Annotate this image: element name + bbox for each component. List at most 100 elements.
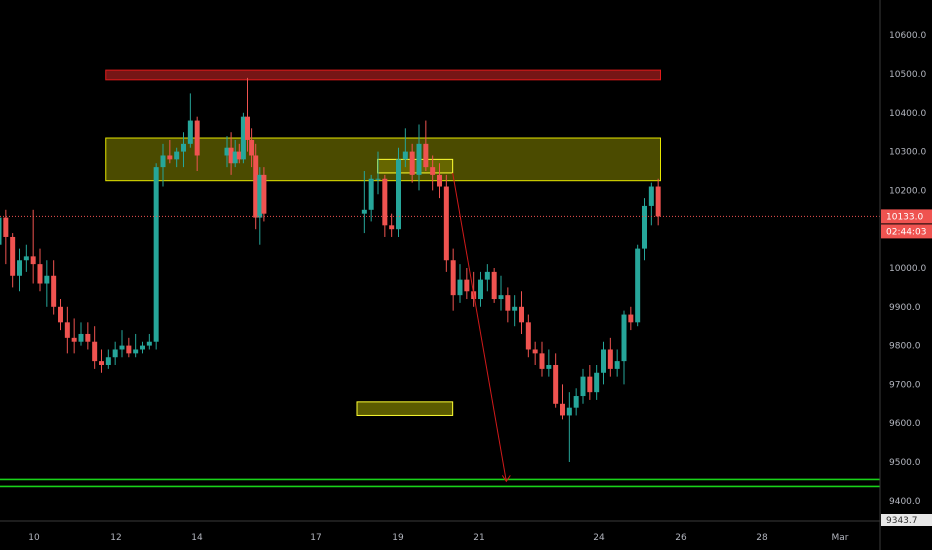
candle-body <box>126 345 132 354</box>
candle <box>133 333 139 358</box>
candle-body <box>580 376 586 397</box>
candle-body <box>153 167 159 342</box>
countdown-label: 02:44:03 <box>886 227 926 237</box>
candle-body <box>601 349 606 373</box>
date-tick-label: 24 <box>593 533 605 543</box>
time-axis[interactable]: 10 12 14 17 19 21 24 26 28 Mar <box>28 533 849 543</box>
date-tick-label: Mar <box>832 533 849 543</box>
candle-body <box>51 275 57 307</box>
candle <box>437 163 442 199</box>
candle-body <box>85 333 91 342</box>
candle-body <box>648 186 654 206</box>
candle-body <box>437 174 442 187</box>
candle-body <box>92 341 98 362</box>
candle-body <box>416 143 422 175</box>
candle <box>10 233 16 288</box>
price-tick-label: 9700.0 <box>889 380 921 390</box>
bottom-price-label: 9343.7 <box>886 516 918 526</box>
candle-body <box>532 349 538 354</box>
candle <box>368 174 374 222</box>
candle <box>160 143 166 187</box>
candle <box>402 128 408 168</box>
candle <box>167 139 173 164</box>
candle <box>51 260 57 315</box>
candle <box>236 143 242 164</box>
candle <box>253 143 259 230</box>
candle-body <box>423 143 429 168</box>
candle <box>580 368 586 404</box>
price-tick-label: 10600.0 <box>889 31 926 41</box>
candle <box>146 333 152 350</box>
candle-body <box>3 217 9 237</box>
candle <box>519 291 524 334</box>
candle-body <box>498 295 504 300</box>
candle <box>23 244 29 272</box>
projection-arrow-line <box>452 172 507 482</box>
candle-body <box>519 306 524 323</box>
candle <box>174 147 180 168</box>
candle <box>112 341 118 365</box>
candle <box>140 341 145 354</box>
date-tick-label: 28 <box>756 533 768 543</box>
candle-body <box>133 349 139 354</box>
candle-body <box>105 357 111 365</box>
price-axis[interactable]: 10600.0 10500.0 10400.0 10300.0 10200.0 10000… <box>881 31 932 526</box>
candle <box>587 365 593 400</box>
candle <box>614 349 620 377</box>
price-tick-label: 9900.0 <box>889 303 921 313</box>
candle <box>464 268 470 300</box>
candle-body <box>546 365 552 369</box>
candle-body <box>361 209 367 214</box>
candle-body <box>64 322 70 338</box>
candle-body <box>37 264 43 284</box>
candle-body <box>389 225 395 230</box>
candle <box>553 353 559 408</box>
candle <box>105 349 111 369</box>
date-tick-label: 26 <box>675 533 687 543</box>
price-tick-label: 9500.0 <box>889 458 921 468</box>
date-tick-label: 14 <box>191 533 203 543</box>
overlays-layer <box>0 172 880 488</box>
candle-body <box>450 260 456 296</box>
candle-body <box>382 178 388 226</box>
candle <box>498 275 504 311</box>
candle <box>443 174 449 272</box>
date-tick-label: 12 <box>110 533 121 543</box>
candle-body <box>560 403 565 416</box>
candle <box>478 271 483 307</box>
candle-body <box>245 116 250 140</box>
candle-body <box>58 306 63 323</box>
candle <box>457 264 463 303</box>
candle-body <box>484 271 490 280</box>
candle <box>560 384 565 420</box>
candle <box>621 310 627 385</box>
candle <box>17 248 22 292</box>
candle-body <box>99 361 104 365</box>
candle-body <box>635 248 641 323</box>
resistance-zone <box>105 69 661 81</box>
candle <box>228 132 234 175</box>
candle-body <box>17 260 22 276</box>
candle-body <box>30 256 36 265</box>
candle-body <box>10 236 16 276</box>
candle-body <box>232 151 238 164</box>
candle <box>539 341 545 377</box>
last-price-label: 10133.0 <box>886 212 923 222</box>
candle-body <box>174 151 180 160</box>
candle-body <box>112 349 118 358</box>
candle <box>44 260 50 307</box>
candle-body <box>402 151 408 160</box>
candle <box>546 349 552 377</box>
candle <box>261 167 267 222</box>
candle <box>566 392 572 462</box>
price-tick-label: 10500.0 <box>889 70 926 80</box>
candle <box>382 174 388 237</box>
candle-body <box>464 279 470 292</box>
candle <box>37 248 43 292</box>
candle <box>525 314 531 358</box>
candle <box>0 217 2 245</box>
candle-body <box>409 151 415 175</box>
candle-body <box>146 341 152 346</box>
